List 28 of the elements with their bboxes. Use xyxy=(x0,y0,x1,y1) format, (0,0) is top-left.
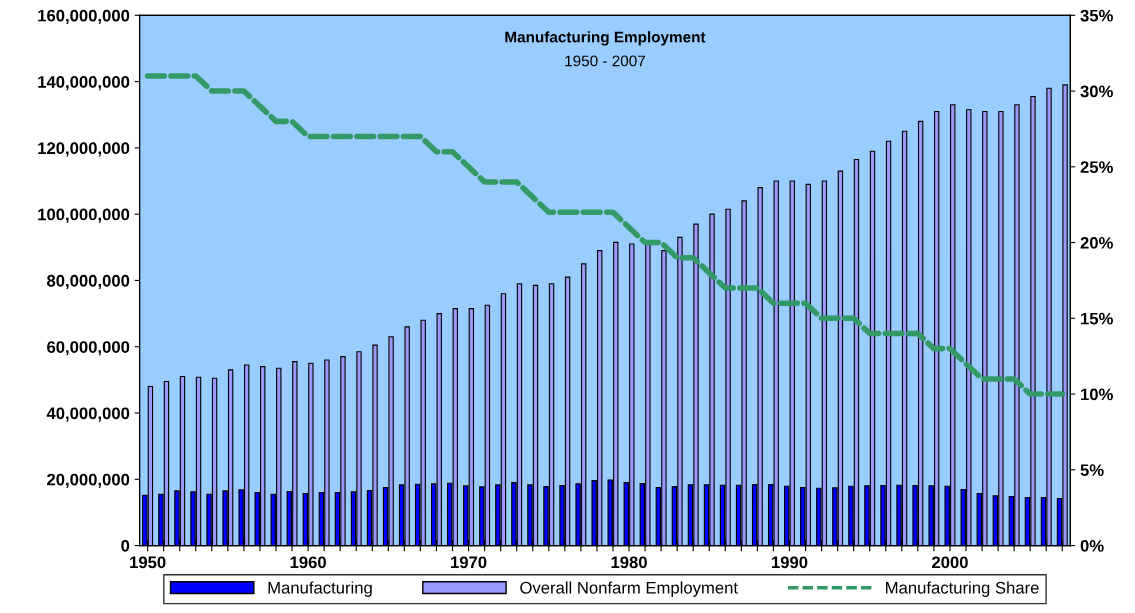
y2-tick-label: 0% xyxy=(1080,539,1104,552)
y-tick-label: 60,000,000 xyxy=(47,341,130,356)
x-tick-label: 1950 xyxy=(130,556,166,569)
y-tick-label: 40,000,000 xyxy=(46,407,130,422)
y-tick-label: 100,000,000 xyxy=(38,208,130,223)
y-tick-label: 120,000,000 xyxy=(38,142,130,157)
x-tick-label: 1960 xyxy=(290,556,326,569)
legend-label: Overall Nonfarm Employment xyxy=(520,581,738,597)
y2-tick-label: 25% xyxy=(1080,161,1113,174)
y2-tick-label: 5% xyxy=(1080,464,1104,477)
y2-tick-label: 35% xyxy=(1080,9,1113,22)
y2-tick-label: 30% xyxy=(1080,85,1113,98)
x-tick-label: 1990 xyxy=(772,556,808,569)
y2-tick-label: 20% xyxy=(1080,236,1113,249)
x-tick-label: 1970 xyxy=(451,556,487,569)
y-tick-label: 0 xyxy=(121,539,130,552)
text: Manufacturing Employment xyxy=(505,31,706,46)
y2-tick-label: 15% xyxy=(1081,312,1113,325)
text: 1950 - 2007 xyxy=(565,55,645,67)
y2-tick-label: 10% xyxy=(1081,388,1113,401)
y-tick-label: 160,000,000 xyxy=(38,9,130,24)
legend-label: Manufacturing Share xyxy=(886,581,1039,597)
legend-label: Manufacturing xyxy=(268,581,372,597)
y-tick-label: 140,000,000 xyxy=(38,76,130,91)
y-tick-label: 20,000,000 xyxy=(47,473,130,488)
y-tick-label: 80,000,000 xyxy=(47,274,130,290)
x-tick-label: 2000 xyxy=(932,556,968,569)
x-tick-label: 1980 xyxy=(611,556,647,569)
